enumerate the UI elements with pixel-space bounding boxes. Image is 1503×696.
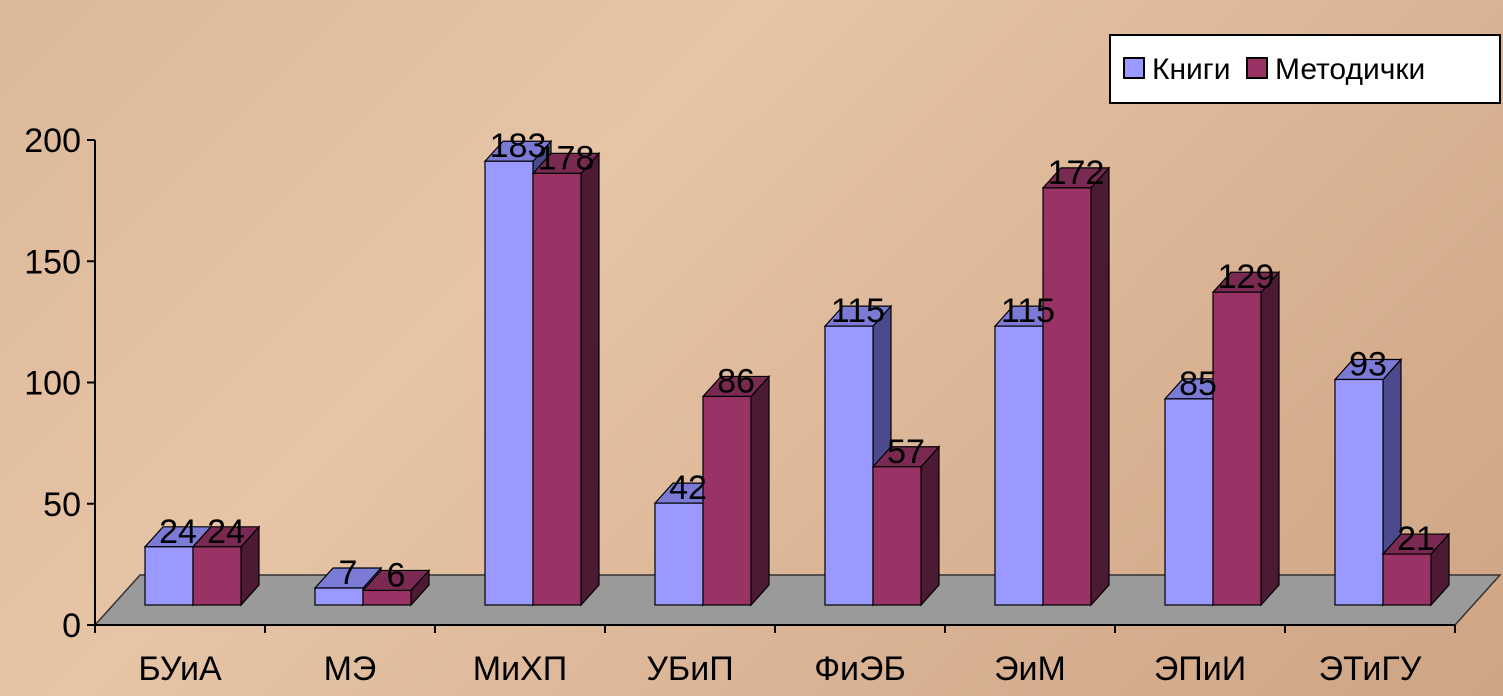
data-label: 172 — [1048, 154, 1105, 192]
data-label: 7 — [339, 554, 358, 592]
bar-front — [1212, 291, 1262, 606]
category-label: ФиЭБ — [814, 650, 906, 688]
data-label: 178 — [538, 139, 595, 177]
bar-front — [192, 546, 242, 606]
bar-front — [654, 502, 704, 606]
bar — [361, 568, 431, 607]
bar — [1381, 532, 1451, 607]
category-label: МЭ — [324, 650, 377, 688]
y-tick-label: 200 — [24, 122, 81, 160]
data-label: 24 — [207, 513, 245, 551]
bar-side — [1090, 166, 1110, 607]
y-tick-label: 50 — [43, 486, 81, 524]
bar-front — [1334, 378, 1384, 606]
bar-front — [1042, 187, 1092, 606]
bar-side — [580, 151, 600, 607]
bar — [531, 151, 601, 607]
bar — [871, 445, 941, 607]
category-label: УБиП — [646, 650, 733, 688]
category-label: ЭТиГУ — [1319, 650, 1422, 688]
bar-front — [872, 466, 922, 606]
category-label: БУиА — [138, 650, 222, 688]
category-label: МиХП — [473, 650, 567, 688]
bar-side — [750, 374, 770, 607]
bar-front — [484, 160, 534, 606]
bar-front — [994, 325, 1044, 606]
data-label: 129 — [1218, 258, 1275, 296]
category-label: ЭПиИ — [1154, 650, 1246, 688]
data-label: 21 — [1397, 520, 1435, 558]
bar — [313, 566, 383, 607]
y-tick-label: 100 — [24, 365, 81, 403]
bar-front — [702, 395, 752, 606]
y-tick-label: 150 — [24, 243, 81, 281]
bar-front — [362, 589, 412, 606]
data-label: 115 — [831, 292, 885, 330]
bar — [1333, 357, 1403, 607]
data-label: 24 — [159, 513, 197, 551]
bar-front — [144, 546, 194, 606]
data-label: 42 — [669, 469, 707, 507]
data-label: 85 — [1179, 365, 1217, 403]
legend-box — [1109, 34, 1501, 104]
bar-front — [1164, 398, 1214, 606]
data-label: 57 — [887, 433, 925, 471]
bar-front — [532, 172, 582, 606]
bar — [1211, 270, 1281, 607]
bar — [1041, 166, 1111, 607]
legend-label: Книги — [1152, 53, 1231, 86]
bar-front — [824, 325, 874, 606]
bar-side — [1260, 270, 1280, 607]
legend-swatch — [1246, 57, 1268, 79]
bar — [191, 525, 261, 607]
legend-swatch — [1123, 57, 1145, 79]
data-label: 183 — [490, 127, 547, 165]
chart-floor — [93, 574, 1502, 626]
data-label: 6 — [387, 556, 406, 594]
bar-front — [1382, 553, 1432, 606]
data-label: 86 — [717, 362, 755, 400]
category-label: ЭиМ — [994, 650, 1066, 688]
data-label: 93 — [1349, 345, 1387, 383]
data-label: 115 — [1001, 292, 1055, 330]
legend-label: Методички — [1275, 53, 1425, 86]
y-tick-label: 0 — [62, 607, 81, 645]
bar — [701, 374, 771, 607]
legend: Книги Методички — [1109, 34, 1501, 104]
